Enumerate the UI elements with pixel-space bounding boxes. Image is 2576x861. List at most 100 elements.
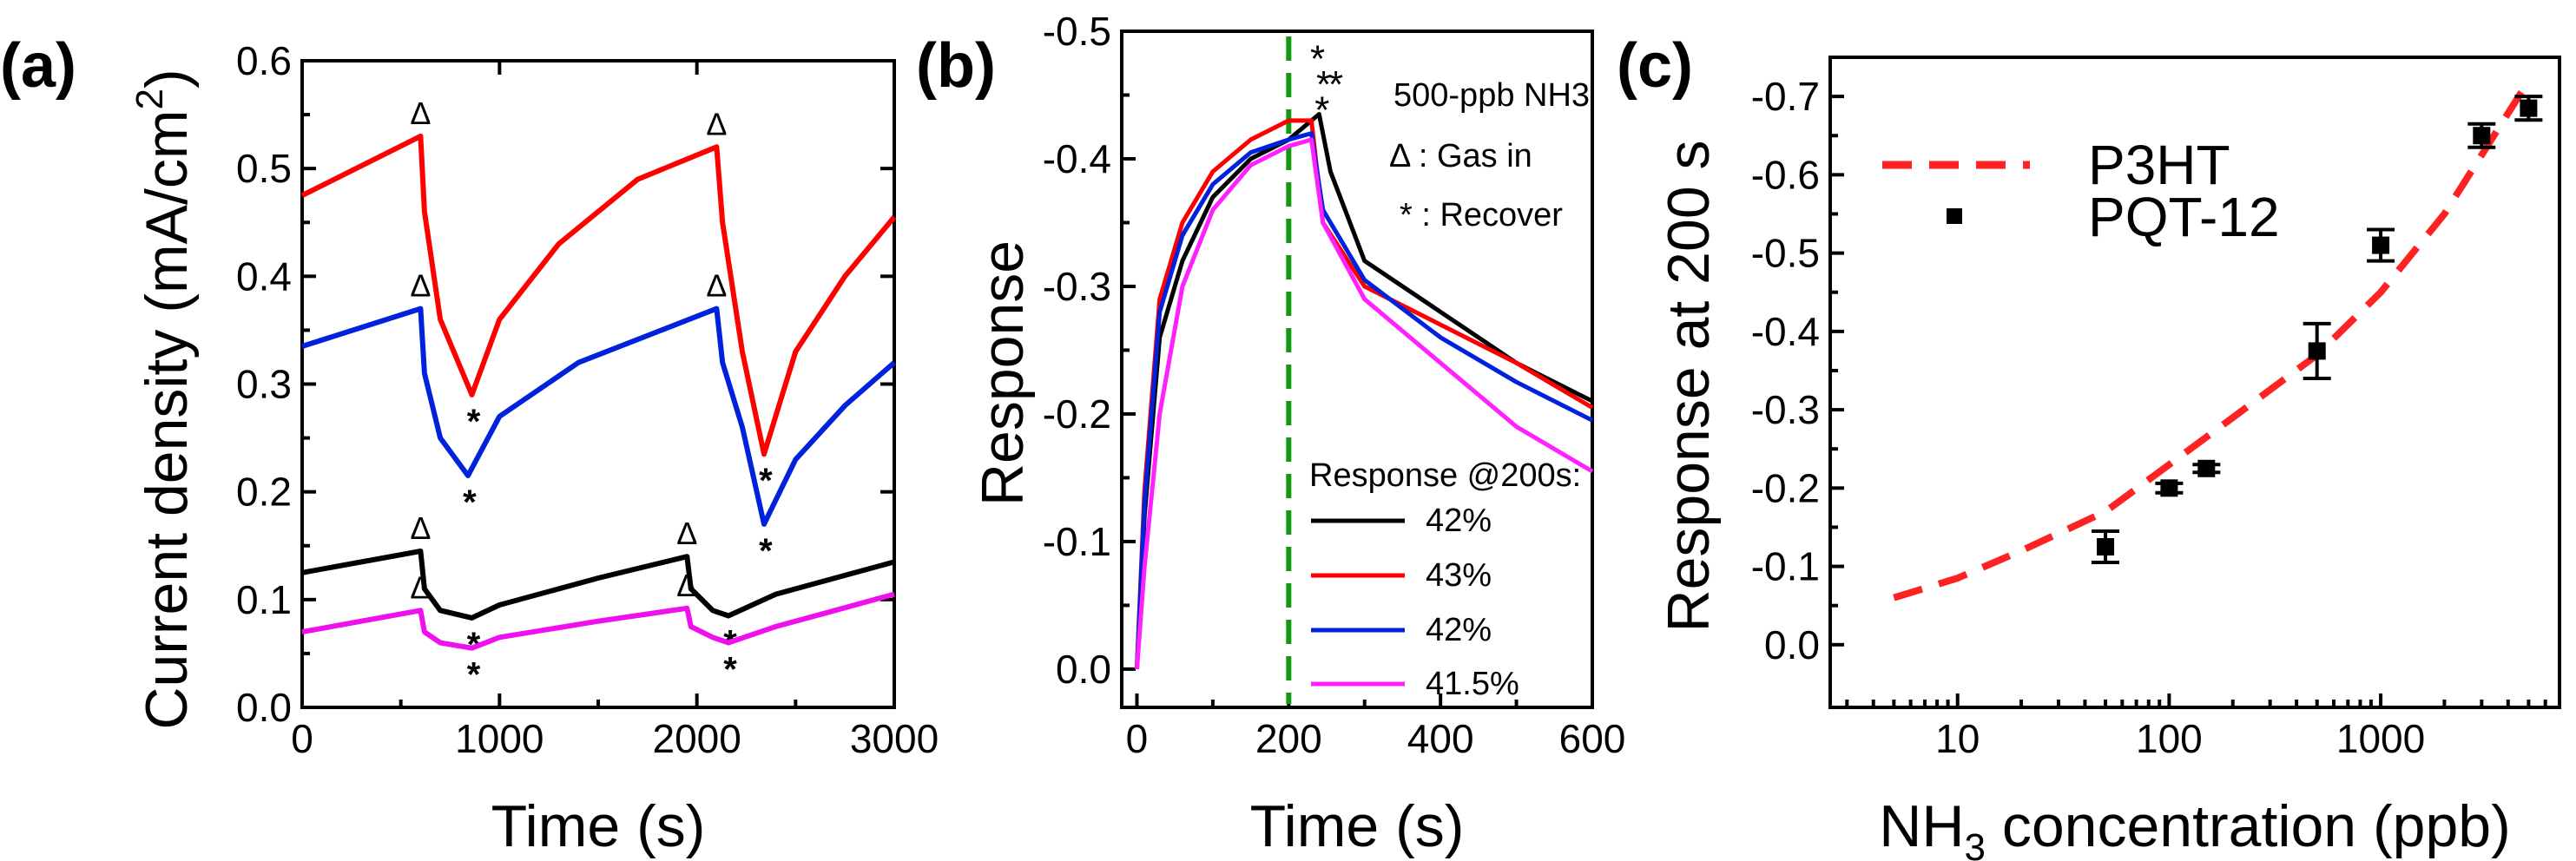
y-tick-label: -0.7 bbox=[1751, 74, 1820, 119]
y-tick-label: 0.4 bbox=[236, 253, 292, 299]
annotation-gas-in: Δ : Gas in bbox=[1389, 138, 1532, 174]
gas-in-marker: Δ bbox=[706, 268, 727, 304]
y-tick-label: 0.5 bbox=[236, 146, 292, 191]
gas-in-marker: Δ bbox=[706, 106, 727, 141]
series-line-2 bbox=[1135, 131, 1594, 670]
x-tick-label: 100 bbox=[2136, 716, 2203, 761]
recover-marker: * bbox=[759, 462, 773, 500]
panel-a-ylabel-sup: 2 bbox=[128, 89, 171, 109]
y-tick-label: 0.0 bbox=[236, 685, 292, 730]
y-tick-label: -0.6 bbox=[1751, 152, 1820, 197]
recover-marker: * bbox=[1328, 63, 1343, 106]
recover-marker: * bbox=[723, 651, 737, 689]
panel-a-ylabel-end: ) bbox=[134, 69, 200, 89]
panel-a: (a) 0.00.10.20.30.40.50.6 0 1000 2000 3000 … bbox=[0, 31, 939, 859]
panel-a-series: Δ Δ**Δ Δ**Δ Δ* *Δ Δ* * bbox=[300, 95, 897, 694]
y-tick-label: -0.1 bbox=[1043, 519, 1111, 564]
data-point-pqt12 bbox=[2197, 459, 2216, 477]
legend-entry: 42% bbox=[1426, 503, 1492, 539]
series-line-magenta bbox=[301, 591, 895, 651]
y-tick-label: -0.5 bbox=[1751, 231, 1820, 276]
annotation-gas-concentration: 500-ppb NH3 bbox=[1393, 77, 1590, 114]
legend-entry: 41.5% bbox=[1426, 666, 1519, 702]
legend-label-p3ht: P3HT bbox=[2088, 134, 2230, 196]
recover-marker: * bbox=[759, 532, 773, 570]
gas-in-marker: Δ bbox=[410, 569, 431, 605]
x-tick-label: 0 bbox=[291, 716, 313, 761]
panel-c-x-ticks: 10 100 1000 bbox=[1845, 693, 2547, 761]
gas-in-marker: Δ bbox=[676, 516, 697, 551]
gas-in-marker: Δ bbox=[676, 568, 697, 603]
y-tick-label: -0.4 bbox=[1043, 136, 1111, 181]
y-tick-label: 0.1 bbox=[236, 577, 292, 622]
panel-c-series bbox=[1893, 78, 2543, 601]
gas-in-marker: Δ bbox=[410, 268, 431, 304]
y-tick-label: 0.0 bbox=[1056, 647, 1111, 692]
y-tick-label: 0.3 bbox=[236, 362, 292, 407]
recover-marker: * bbox=[467, 403, 481, 441]
data-point-pqt12 bbox=[2308, 342, 2326, 360]
series-line-black bbox=[301, 549, 895, 621]
y-tick-label: -0.4 bbox=[1751, 309, 1820, 354]
x-tick-label: 400 bbox=[1407, 716, 1474, 761]
y-tick-label: -0.5 bbox=[1043, 9, 1111, 54]
y-tick-label: -0.1 bbox=[1751, 544, 1820, 589]
panel-c-y-ticks: 0.0 -0.1 -0.2 -0.3 -0.4 -0.5 -0.6 -0.7 bbox=[1751, 56, 1844, 667]
panel-b-x-ticks: 0 200 400 600 bbox=[1126, 693, 1626, 761]
panel-a-ylabel: Current density (mA/cm2) bbox=[128, 69, 200, 729]
x-tick-label: 1000 bbox=[2336, 716, 2425, 761]
gas-in-marker: Δ bbox=[410, 95, 431, 131]
x-tick-label: 1000 bbox=[455, 716, 544, 761]
y-tick-label: 0.6 bbox=[236, 38, 292, 83]
y-tick-label: 0.2 bbox=[236, 470, 292, 515]
fit-curve-p3ht bbox=[1893, 78, 2532, 601]
panel-a-x-ticks: 0 1000 2000 3000 bbox=[291, 61, 939, 761]
series-line-3 bbox=[1135, 137, 1594, 670]
legend-entry: 42% bbox=[1426, 612, 1492, 648]
x-tick-label: 200 bbox=[1255, 716, 1322, 761]
y-tick-label: -0.3 bbox=[1751, 387, 1820, 432]
panel-c-ylabel: Response at 200 s bbox=[1656, 140, 1722, 632]
legend-marker-pqt12 bbox=[1947, 208, 1962, 224]
panel-b-series: **** bbox=[1135, 36, 1594, 704]
recover-marker: * bbox=[1314, 89, 1329, 132]
x-tick-label: 2000 bbox=[652, 716, 741, 761]
recover-marker: * bbox=[467, 656, 481, 694]
y-tick-label: -0.3 bbox=[1043, 264, 1111, 309]
annotation-recover: * : Recover bbox=[1400, 197, 1563, 233]
panel-a-ylabel-main: Current density (mA/cm bbox=[134, 109, 200, 729]
recover-marker: * bbox=[1310, 38, 1325, 81]
panel-b-frame bbox=[1120, 30, 1594, 709]
panel-c: (c) 0.0-0.1-0.2-0.3-0.4-0.5-0.6-0.7 10 10… bbox=[1617, 31, 2561, 861]
y-tick-label: -0.2 bbox=[1043, 391, 1111, 437]
data-point-pqt12 bbox=[2160, 479, 2178, 497]
panel-b-xlabel: Time (s) bbox=[1250, 793, 1465, 859]
y-tick-label: 0.0 bbox=[1764, 622, 1820, 667]
gas-in-marker: Δ bbox=[410, 510, 431, 546]
series-line-1 bbox=[1135, 118, 1594, 670]
legend-label-pqt12: PQT-12 bbox=[2088, 186, 2280, 248]
panel-a-label: (a) bbox=[0, 31, 76, 101]
data-point-pqt12 bbox=[2520, 99, 2538, 117]
panel-c-xlabel-post: concentration (ppb) bbox=[1986, 793, 2511, 859]
panel-b-y-ticks: 0.0 -0.1 -0.2 -0.3 -0.4 -0.5 bbox=[1043, 9, 1136, 692]
x-tick-label: 3000 bbox=[850, 716, 939, 761]
panel-c-xlabel-pre: NH bbox=[1879, 793, 1964, 859]
x-tick-label: 600 bbox=[1559, 716, 1626, 761]
panel-b-legend: 42% 43% 42% 41.5% bbox=[1311, 503, 1519, 702]
recover-marker: * bbox=[463, 483, 477, 522]
recover-marker: * bbox=[1316, 63, 1331, 106]
series-line-blue bbox=[301, 306, 896, 527]
legend-title: Response @200s: bbox=[1309, 457, 1581, 494]
panel-a-frame bbox=[300, 59, 896, 709]
data-point-pqt12 bbox=[2473, 127, 2491, 145]
x-tick-label: 0 bbox=[1126, 716, 1149, 761]
panel-c-frame bbox=[1828, 56, 2561, 709]
panel-b: (b) 0.0 -0.1 -0.2 -0.3 -0.4 -0.5 0 200 400 600 *… bbox=[916, 9, 1625, 859]
panel-b-label: (b) bbox=[916, 31, 996, 101]
legend-entry: 43% bbox=[1426, 557, 1492, 594]
panel-c-xlabel: NH3 concentration (ppb) bbox=[1879, 793, 2511, 861]
series-line-red bbox=[300, 133, 897, 457]
panel-b-ylabel: Response bbox=[970, 240, 1036, 506]
